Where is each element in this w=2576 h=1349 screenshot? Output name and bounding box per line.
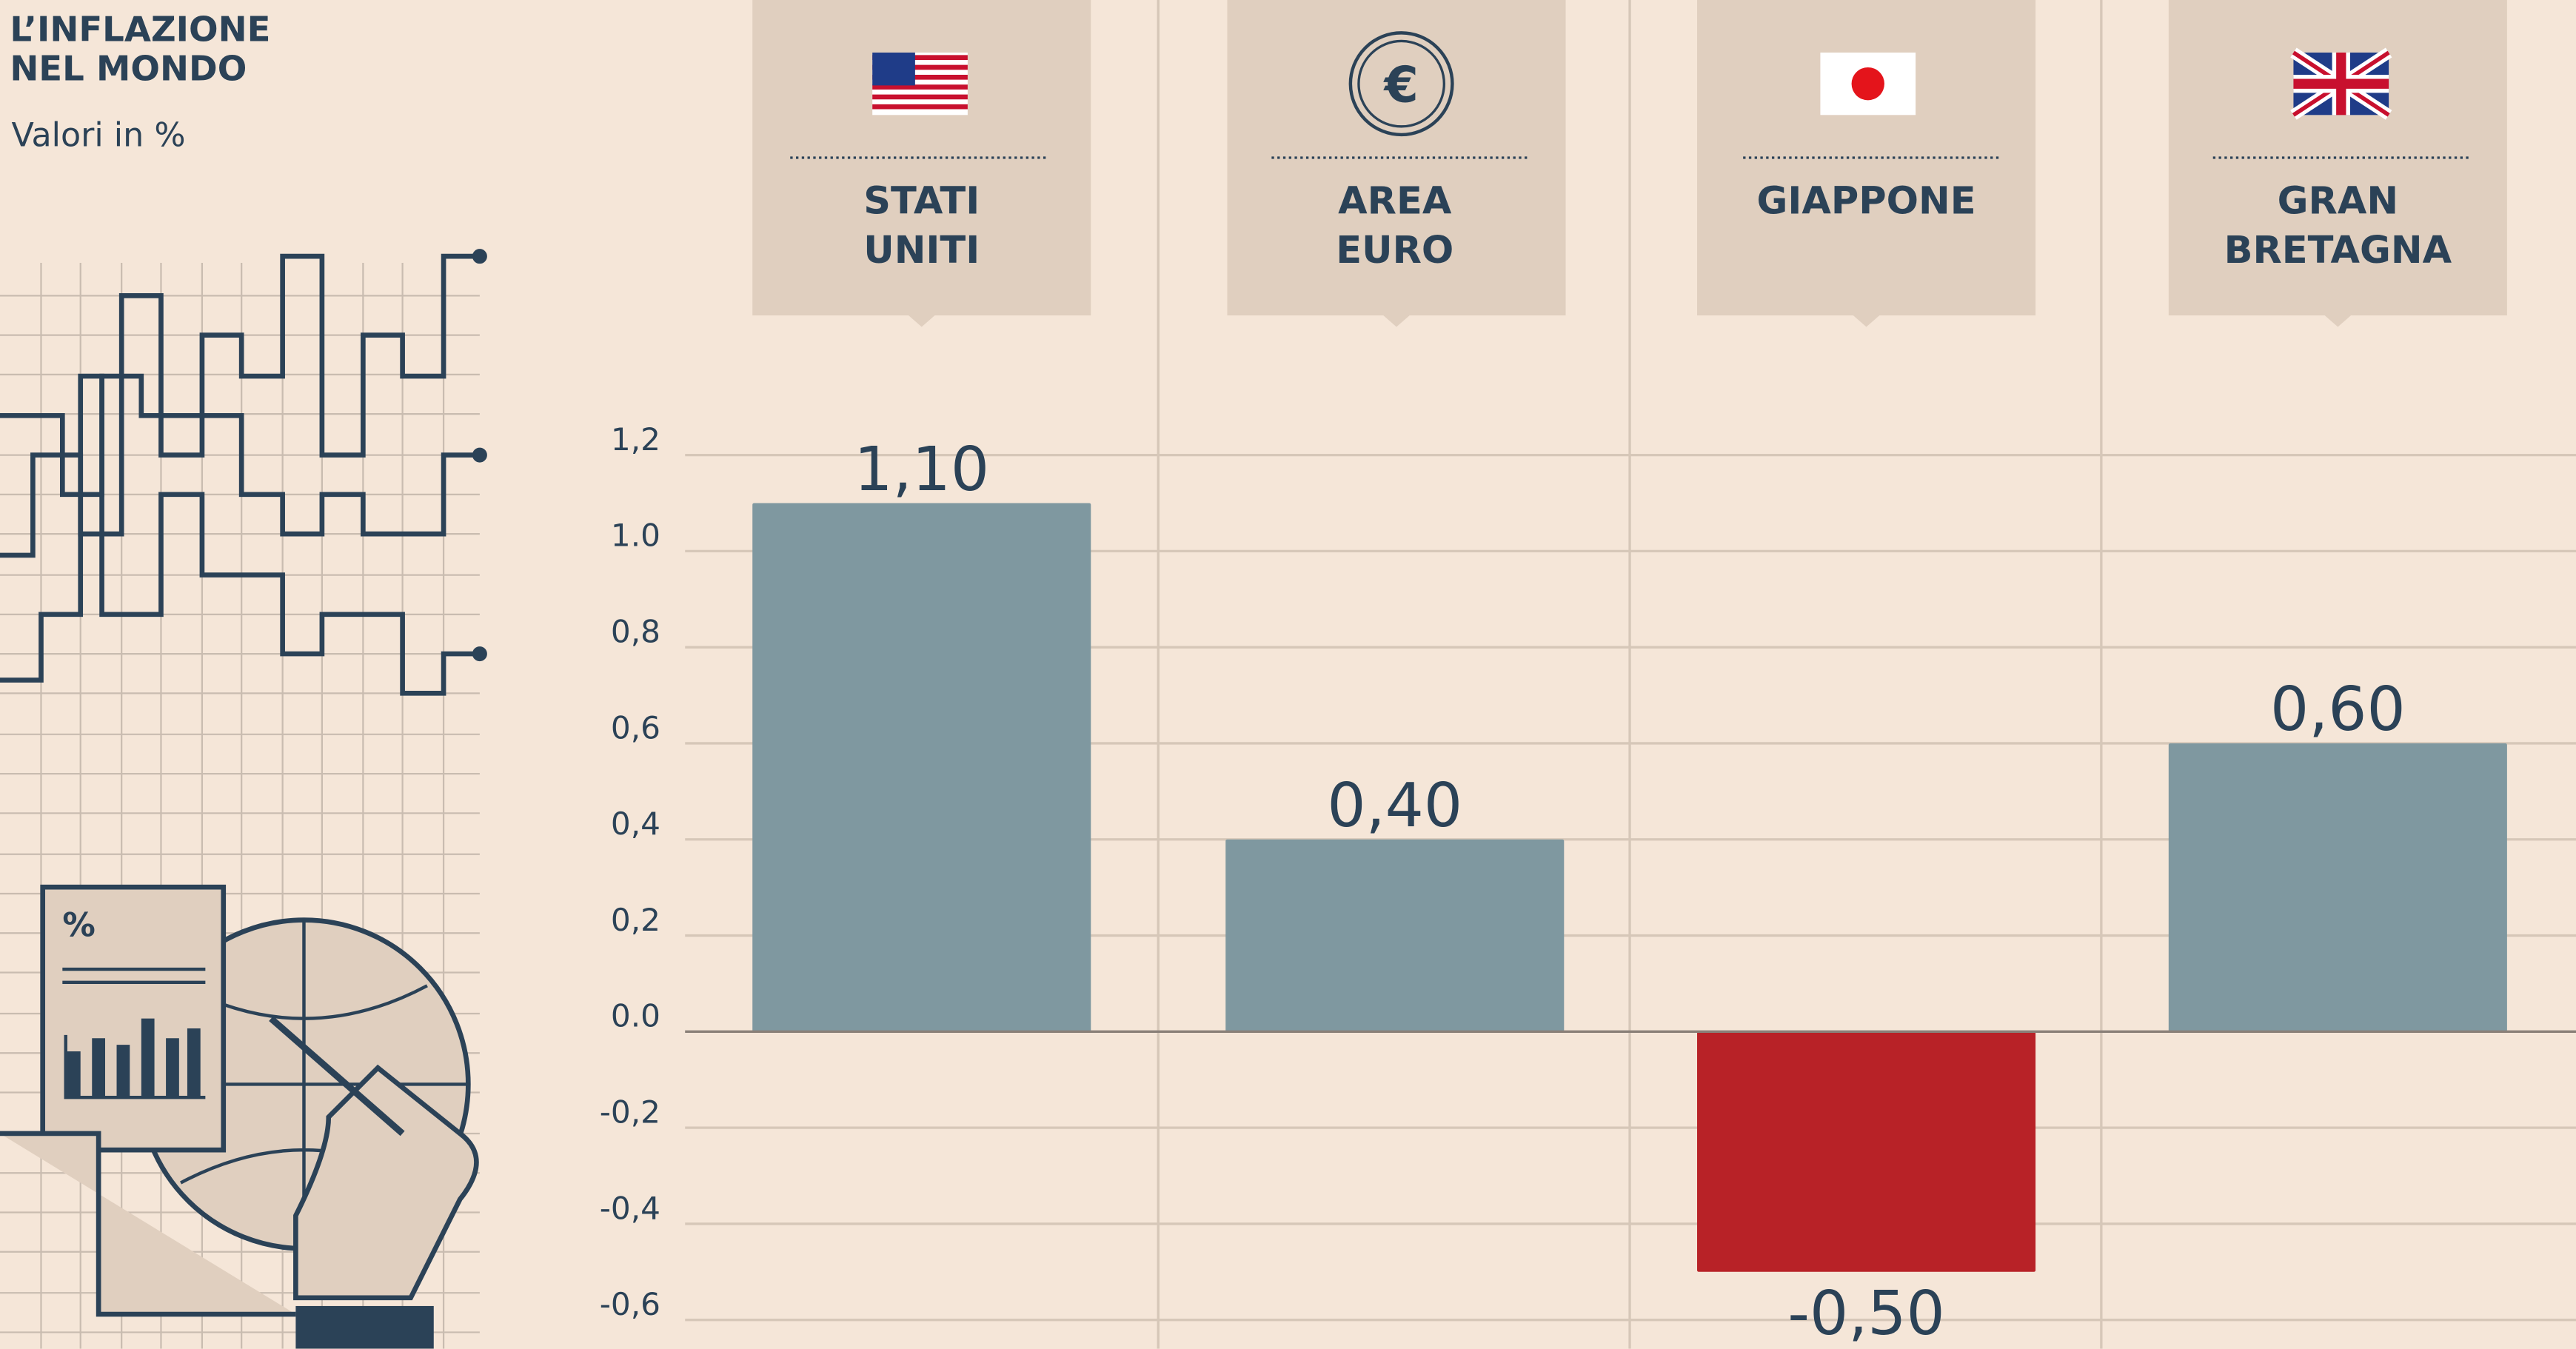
y-tick-label: -0,4 xyxy=(600,1190,660,1226)
bar xyxy=(752,503,1091,1032)
y-tick-label: -0,2 xyxy=(600,1094,660,1130)
y-tick-label: 0,2 xyxy=(611,902,660,938)
category-label: AREA EURO xyxy=(1336,181,1454,273)
y-tick-label: 0,6 xyxy=(611,709,660,746)
y-tick-label: 0.0 xyxy=(611,998,660,1034)
subtitle: Valori in % xyxy=(11,115,186,155)
bar xyxy=(2168,743,2507,1032)
category-label: GRAN BRETAGNA xyxy=(2224,181,2452,273)
category-label: STATI UNITI xyxy=(863,181,980,273)
illustration: % xyxy=(0,249,487,1349)
value-label: 0,60 xyxy=(2270,674,2406,745)
y-tick-label: 1.0 xyxy=(611,518,660,554)
category-label: GIAPPONE xyxy=(1756,181,1976,224)
header-boxes xyxy=(752,0,2507,1349)
svg-text:€: € xyxy=(1382,56,1418,114)
value-label: -0,50 xyxy=(1787,1279,1944,1349)
value-label: 1,10 xyxy=(854,435,989,505)
y-tick-label: 0,4 xyxy=(611,806,660,842)
plot-area: 1,2 1.0 0,8 0,6 0,4 0,2 0.0 -0,2 -0,4 -0,6 1,10 0,4… xyxy=(600,421,2576,1349)
bar xyxy=(1697,1031,2036,1272)
flags: € xyxy=(872,31,2392,137)
y-tick-label: -0,6 xyxy=(600,1286,660,1322)
title: L’INFLAZIONE NEL MONDO xyxy=(10,10,271,89)
y-tick-label: 1,2 xyxy=(611,421,660,458)
bar xyxy=(1225,839,1565,1032)
y-tick-label: 0,8 xyxy=(611,614,660,650)
value-label: 0,40 xyxy=(1327,771,1462,841)
svg-text:%: % xyxy=(62,907,95,945)
